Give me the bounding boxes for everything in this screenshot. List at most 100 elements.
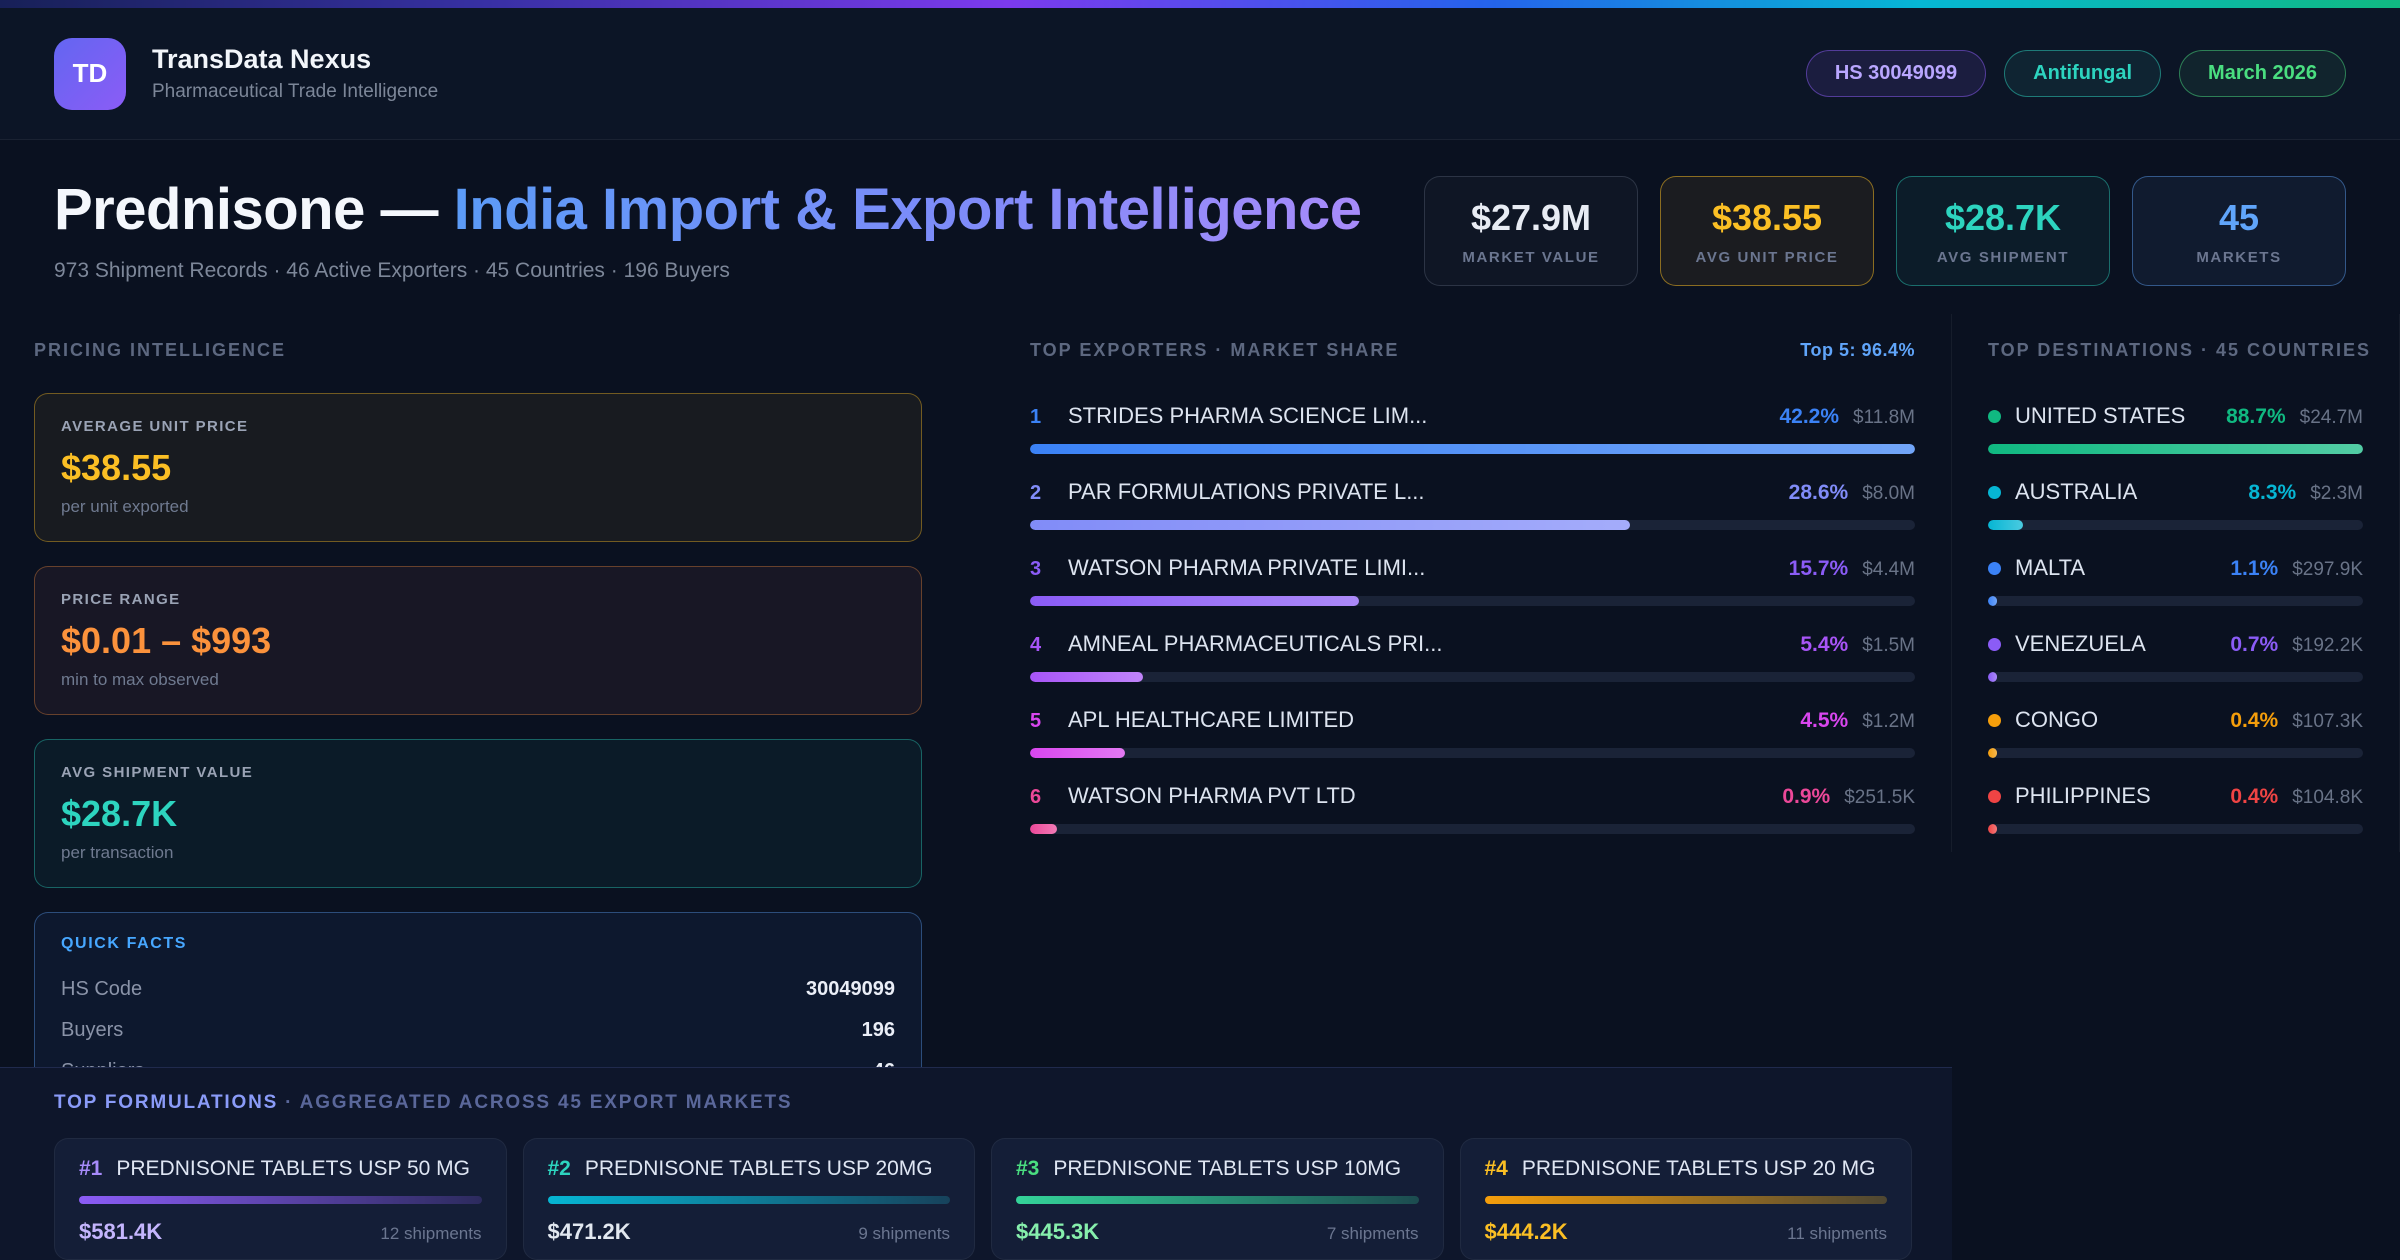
exporter-rank: 5 [1030, 710, 1042, 732]
exporter-name: APL HEALTHCARE LIMITED [1068, 707, 1355, 732]
exporter-rank: 1 [1030, 406, 1042, 428]
app-subtitle: Pharmaceutical Trade Intelligence [152, 81, 439, 102]
formulation-value: $444.2K [1484, 1219, 1568, 1244]
share-bar-fill [1988, 444, 2363, 454]
country-dot [1988, 485, 2001, 499]
exporter-value: $1.5M [1862, 635, 1915, 656]
stat-value: $27.9M [1470, 196, 1592, 238]
formulation-name: PREDNISONE TABLETS USP 10MG [1053, 1157, 1402, 1180]
destination-list: UNITED STATES 88.7% $24.7M AUSTRALIA [1988, 403, 2363, 852]
exporter-rank: 3 [1030, 558, 1042, 580]
formulation-rank: #2 [547, 1157, 571, 1180]
formulation-card: #2 PREDNISONE TABLETS USP 20MG $471.2K 9… [522, 1138, 975, 1260]
formulation-rank: #1 [79, 1157, 103, 1180]
stat-label: MARKETS [2196, 248, 2282, 266]
header-badge[interactable]: Antifungal [2004, 50, 2162, 97]
exporter-name: AMNEAL PHARMACEUTICALS PRI... [1068, 631, 1443, 656]
destination-row: CONGO 0.4% $107.3K [1988, 707, 2363, 758]
top-gradient-strip [0, 0, 2400, 8]
quick-facts-card: QUICK FACTS HS Code 30049099 Buyers 196 [34, 912, 922, 1067]
app-logo[interactable]: TD [54, 37, 126, 110]
share-bar-track [1988, 520, 2363, 530]
exporter-rank: 6 [1030, 786, 1042, 808]
exporter-share-pct: 28.6% [1788, 481, 1849, 504]
exporter-share-pct: 42.2% [1779, 405, 1840, 428]
formulation-bar [79, 1196, 482, 1204]
stat-value: 45 [2218, 196, 2260, 238]
country-value: $192.2K [2292, 635, 2363, 656]
exporter-row: 4 AMNEAL PHARMACEUTICALS PRI... 5.4% $1.… [1030, 631, 1915, 682]
stat-label: AVG UNIT PRICE [1695, 248, 1839, 266]
formulation-card: #1 PREDNISONE TABLETS USP 50 MG $581.4K … [54, 1138, 507, 1260]
page-subtitle: 973 Shipment Records · 46 Active Exporte… [54, 259, 730, 282]
share-bar-fill [1030, 520, 1631, 530]
formulation-value: $445.3K [1016, 1219, 1100, 1244]
formulation-cards: #1 PREDNISONE TABLETS USP 50 MG $581.4K … [54, 1138, 1912, 1260]
country-dot [1988, 637, 2001, 651]
country-value: $107.3K [2292, 711, 2363, 732]
exporter-list: 1 STRIDES PHARMA SCIENCE LIM... 42.2% $1… [1030, 403, 1915, 852]
share-bar-fill [1030, 672, 1144, 682]
share-bar-track [1988, 824, 2363, 834]
quick-fact-label: Buyers [61, 1019, 124, 1041]
country-value: $2.3M [2310, 483, 2363, 504]
exporter-rank: 4 [1030, 634, 1042, 656]
formulation-name: PREDNISONE TABLETS USP 20MG [584, 1157, 933, 1180]
stat-value: $28.7K [1944, 196, 2062, 238]
country-share-pct: 88.7% [2226, 405, 2286, 428]
exporter-row: 2 PAR FORMULATIONS PRIVATE L... 28.6% $8… [1030, 479, 1915, 530]
share-bar-track [1030, 444, 1915, 454]
pricing-card-value: $0.01 – $993 [61, 620, 272, 661]
share-bar-track [1030, 748, 1915, 758]
formulation-name: PREDNISONE TABLETS USP 50 MG [116, 1157, 470, 1180]
exporter-value: $1.2M [1862, 711, 1915, 732]
exporter-value: $251.5K [1844, 787, 1915, 808]
quick-fact-value: 196 [861, 1019, 895, 1041]
stat-value: $38.55 [1711, 196, 1823, 238]
formulation-bar [1016, 1196, 1419, 1204]
formulation-shipments: 12 shipments [380, 1224, 482, 1243]
top5-share: Top 5: 96.4% [1800, 340, 1915, 360]
exporter-share-pct: 4.5% [1800, 709, 1849, 732]
formulation-shipments: 11 shipments [1787, 1224, 1887, 1243]
country-dot [1988, 713, 2001, 727]
destinations-panel: TOP DESTINATIONS · 45 COUNTRIES UNITED S… [1952, 314, 2400, 852]
formulation-value: $471.2K [547, 1219, 631, 1244]
country-name: CONGO [2015, 707, 2099, 732]
share-bar-track [1030, 824, 1915, 834]
exporter-share-pct: 5.4% [1800, 633, 1849, 656]
page-title-gradient: India Import & Export Intelligence [453, 177, 1362, 242]
quick-fact-label: Suppliers [61, 1060, 144, 1067]
country-share-pct: 8.3% [2248, 481, 2297, 504]
country-value: $297.9K [2292, 559, 2363, 580]
formulation-bar [547, 1196, 950, 1204]
header-badge[interactable]: March 2026 [2179, 50, 2346, 97]
brand-block: TD TransData Nexus Pharmaceutical Trade … [54, 37, 439, 110]
country-value: $24.7M [2299, 407, 2363, 428]
country-name: PHILIPPINES [2015, 783, 2151, 808]
destination-row: PHILIPPINES 0.4% $104.8K [1988, 783, 2363, 834]
quick-fact-row: Buyers 196 [61, 1010, 895, 1051]
pricing-heading: PRICING INTELLIGENCE [34, 340, 922, 361]
share-bar-fill [1988, 520, 2024, 530]
app-header: TD TransData Nexus Pharmaceutical Trade … [0, 8, 2400, 140]
exporter-share-pct: 0.9% [1782, 785, 1831, 808]
exporter-name: PAR FORMULATIONS PRIVATE L... [1068, 479, 1425, 504]
formulation-shipments: 9 shipments [858, 1224, 950, 1243]
pricing-card: PRICE RANGE $0.01 – $993 min to max obse… [34, 566, 922, 715]
share-bar-track [1988, 596, 2363, 606]
hero-title-block: Prednisone — India Import & Export Intel… [54, 176, 1362, 283]
destination-row: VENEZUELA 0.7% $192.2K [1988, 631, 2363, 682]
share-bar-fill [1030, 748, 1125, 758]
hero-section: Prednisone — India Import & Export Intel… [0, 140, 2400, 314]
country-dot [1988, 409, 2001, 423]
pricing-card-sub: min to max observed [61, 670, 219, 689]
content-grid: TOP EXPORTERS · MARKET SHARE Top 5: 96.4… [0, 314, 2400, 1260]
stat-label: MARKET VALUE [1462, 248, 1600, 266]
quick-fact-value: 30049099 [806, 978, 895, 1000]
header-badge[interactable]: HS 30049099 [1805, 50, 1987, 97]
quick-facts-list: HS Code 30049099 Buyers 196 Suppliers 46 [61, 969, 895, 1067]
share-bar-fill [1030, 596, 1360, 606]
share-bar-track [1988, 444, 2363, 454]
